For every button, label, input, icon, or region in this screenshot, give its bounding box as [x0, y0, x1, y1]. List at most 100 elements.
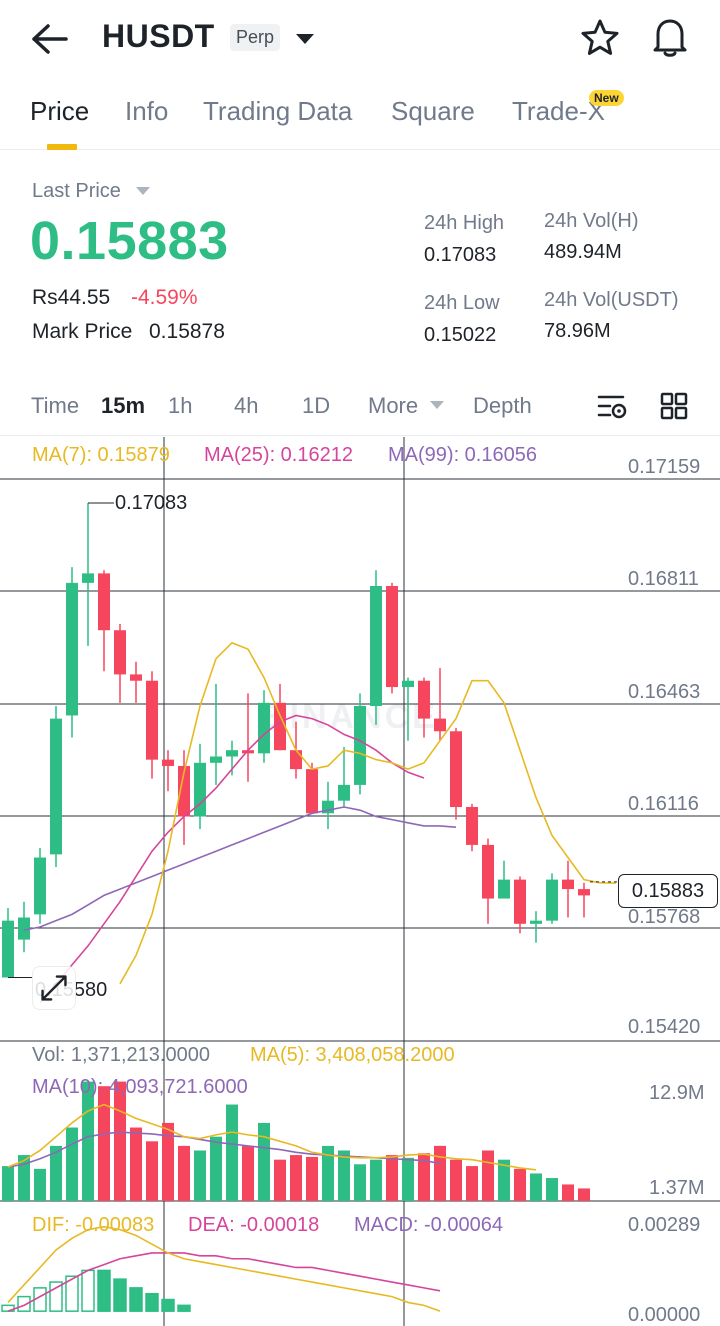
candle-up [210, 756, 222, 763]
macd-histogram-bar [65, 1275, 79, 1312]
interval-time[interactable]: Time [31, 393, 80, 418]
candle-down [146, 680, 158, 760]
volume-ma5-legend: MA(5): 3,408,058.2000 [250, 1044, 455, 1066]
volume-axis-label: 1.37M [649, 1177, 705, 1199]
candle-down [274, 702, 286, 751]
volume-bar [322, 1145, 334, 1201]
volume-bar [514, 1168, 526, 1201]
page-tabs: Price Info Trading Data Square Trade-X N… [0, 90, 720, 150]
volume-bar [50, 1145, 62, 1201]
interval-1d[interactable]: 1D [302, 393, 331, 418]
layout-grid-icon[interactable] [659, 391, 689, 421]
volume-bar [162, 1122, 174, 1201]
macd-axis-label: 0.00000 [628, 1304, 701, 1326]
tab-price[interactable]: Price [30, 96, 90, 126]
macd-value-legend: MACD: -0.00064 [354, 1214, 503, 1236]
notification-bell-icon[interactable] [650, 16, 690, 58]
volume-bar [386, 1155, 398, 1201]
symbol-dropdown-icon[interactable] [294, 32, 316, 46]
ma25-legend: MA(25): 0.16212 [204, 444, 353, 466]
vol-usdt-value: 78.96M [544, 320, 611, 342]
candle-down [130, 674, 142, 681]
tab-square[interactable]: Square [391, 96, 475, 126]
macd-axis-label: 0.00289 [628, 1214, 701, 1236]
macd-dif-line [7, 1225, 441, 1312]
high-24h-label: 24h High [424, 212, 505, 234]
volume-bar [242, 1145, 254, 1201]
back-arrow-icon[interactable] [30, 22, 70, 56]
volume-bar [82, 1081, 94, 1201]
symbol-title[interactable]: HUSDT [102, 18, 215, 54]
volume-ma5-line [7, 1103, 537, 1171]
volume-bar [530, 1173, 542, 1201]
candle-up [354, 705, 366, 785]
indicator-settings-icon[interactable] [596, 392, 628, 422]
price-axis-label: 0.16116 [628, 793, 699, 815]
candle-down [418, 680, 430, 719]
macd-histogram-bar [177, 1304, 191, 1312]
volume-bar [402, 1157, 414, 1201]
price-axis-label: 0.15420 [628, 1016, 701, 1038]
volume-bar [466, 1166, 478, 1201]
macd-dea-legend: DEA: -0.00018 [188, 1214, 320, 1236]
vol-usdt-label: 24h Vol(USDT) [544, 289, 679, 311]
volume-bar [178, 1145, 190, 1201]
volume-bar [482, 1150, 494, 1201]
candle-down [482, 844, 494, 899]
candle-down [290, 750, 302, 770]
ma99-legend: MA(99): 0.16056 [388, 444, 537, 466]
expand-chart-icon[interactable] [32, 966, 76, 1010]
active-tab-indicator [47, 144, 77, 150]
volume-bar [418, 1153, 430, 1201]
macd-histogram-bar [81, 1269, 95, 1312]
last-price-dropdown-icon[interactable] [136, 187, 150, 196]
mark-price-value: 0.15878 [149, 320, 225, 343]
price-chart[interactable] [0, 437, 720, 1326]
candle-down [162, 759, 174, 766]
vol-h-label: 24h Vol(H) [544, 210, 639, 232]
candle-down [98, 573, 110, 631]
volume-bar [450, 1159, 462, 1201]
volume-bar [34, 1168, 46, 1201]
interval-depth[interactable]: Depth [473, 393, 532, 418]
ma7-line [119, 641, 617, 985]
volume-bar [338, 1150, 350, 1201]
macd-dif-legend: DIF: -0.00083 [32, 1214, 155, 1236]
candle-up [82, 573, 94, 583]
volume-bar [2, 1166, 14, 1201]
volume-bar [146, 1141, 158, 1201]
volume-bar [18, 1155, 30, 1201]
volume-bar [370, 1159, 382, 1201]
volume-bar [498, 1159, 510, 1201]
price-axis-label: 0.15768 [628, 906, 701, 928]
macd-histogram-bar [97, 1269, 111, 1312]
tab-trading-data[interactable]: Trading Data [203, 96, 353, 126]
interval-more[interactable]: More [368, 393, 419, 418]
candle-down [306, 769, 318, 814]
volume-ma10-legend: MA(10): 4,093,721.6000 [32, 1076, 248, 1098]
volume-bar [194, 1150, 206, 1201]
macd-histogram-bar [17, 1295, 31, 1312]
volume-bar [290, 1155, 302, 1201]
candle-down [386, 586, 398, 688]
volume-legend: Vol: 1,371,213.0000 [32, 1044, 210, 1066]
candle-up [50, 718, 62, 855]
tab-info[interactable]: Info [125, 96, 169, 126]
volume-bar [306, 1156, 318, 1201]
interval-15m[interactable]: 15m [101, 393, 146, 418]
candle-down [562, 879, 574, 890]
volume-bar [66, 1127, 78, 1201]
favorite-star-icon[interactable] [580, 18, 620, 58]
high-24h-value: 0.17083 [424, 244, 497, 266]
price-axis-label: 0.16463 [628, 681, 701, 703]
last-price-label[interactable]: Last Price [32, 180, 121, 202]
interval-1h[interactable]: 1h [168, 393, 193, 418]
price-change-percent: -4.59% [131, 286, 198, 309]
new-badge: New [589, 90, 624, 106]
low-24h-label: 24h Low [424, 292, 500, 314]
candle-up [66, 582, 78, 716]
more-dropdown-icon[interactable] [430, 401, 444, 410]
candle-down [450, 731, 462, 808]
candle-up [258, 702, 270, 754]
interval-4h[interactable]: 4h [234, 393, 259, 418]
